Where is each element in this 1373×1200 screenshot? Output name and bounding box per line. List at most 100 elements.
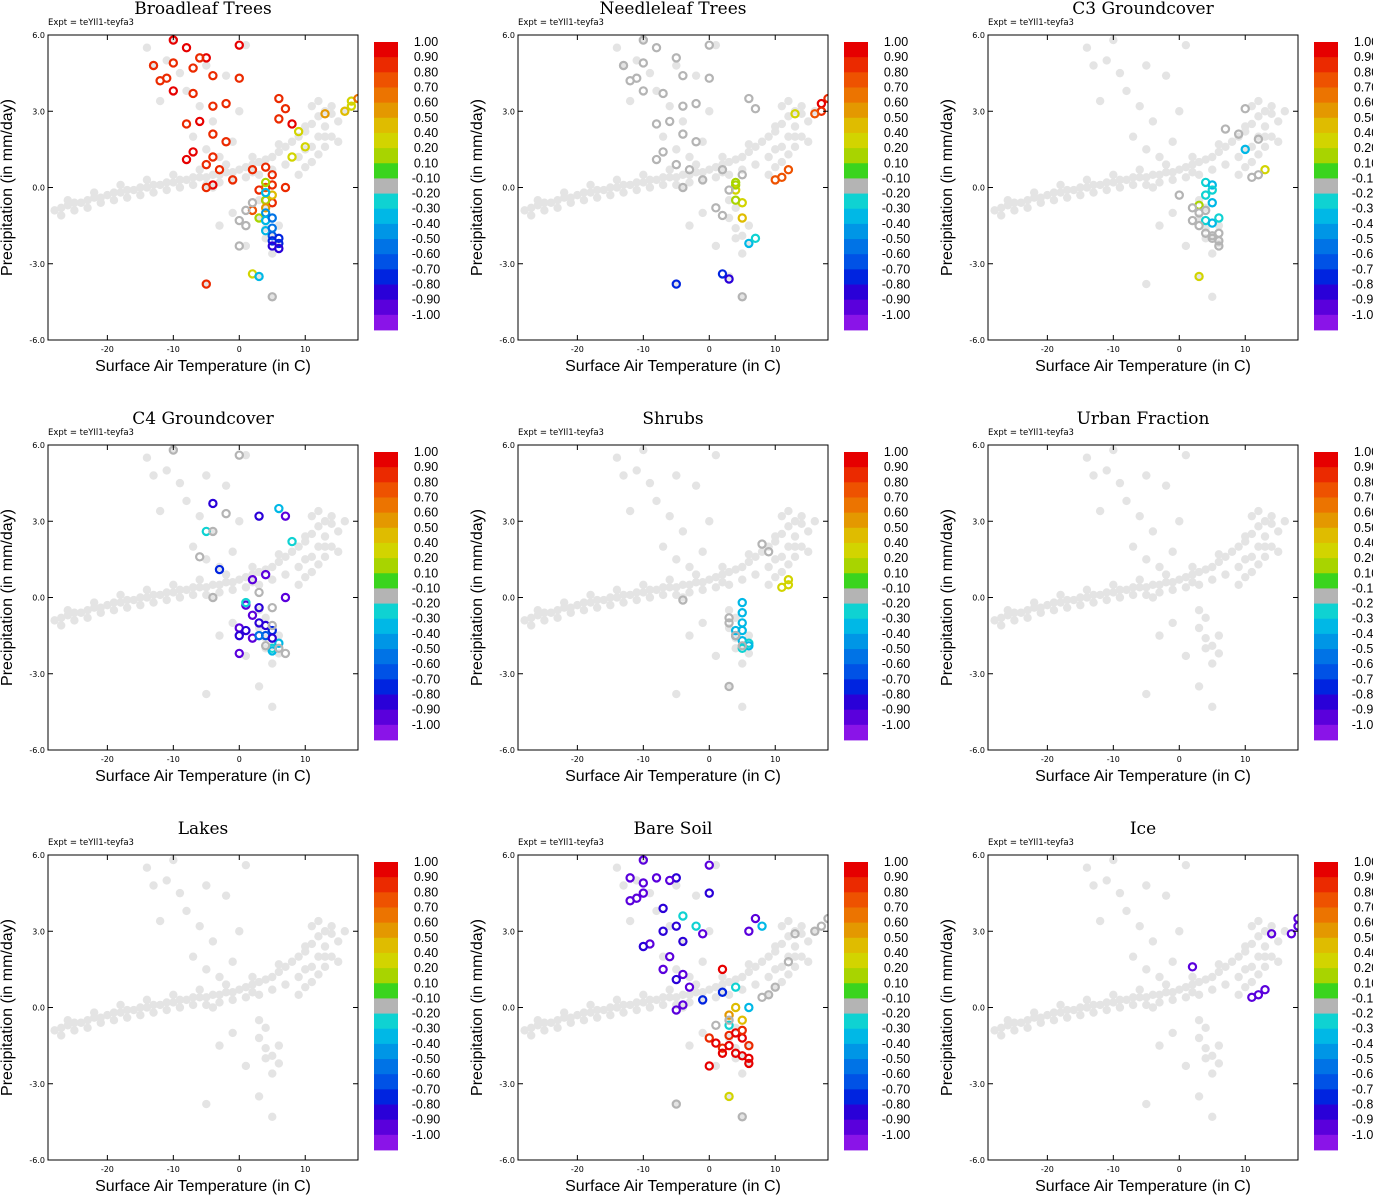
data-point — [678, 595, 688, 605]
colorbar-swatch — [1314, 87, 1338, 104]
colorbar-label: 0.60 — [414, 916, 438, 930]
background-point — [652, 585, 661, 595]
background-point — [1049, 1008, 1059, 1017]
background-point — [109, 196, 119, 205]
background-point — [215, 221, 224, 230]
x-tick-label: 10 — [1240, 345, 1250, 354]
background-point — [1194, 990, 1204, 999]
colorbar-label: -0.70 — [412, 1082, 441, 1096]
data-point — [260, 203, 271, 213]
background-point — [612, 175, 622, 185]
background-point — [1241, 122, 1250, 131]
data-point — [737, 1025, 747, 1036]
background-point — [1023, 606, 1032, 615]
data-point — [704, 888, 714, 898]
colorbar-swatch — [844, 193, 868, 210]
colorbar-label: -0.40 — [412, 1037, 441, 1051]
background-point — [612, 43, 622, 52]
y-tick-label: 0.0 — [32, 594, 45, 603]
background-point — [307, 157, 317, 167]
background-point — [320, 927, 330, 936]
background-point — [691, 71, 701, 80]
background-point — [320, 542, 330, 551]
colorbar-label: 0.40 — [1354, 126, 1373, 140]
x-tick-label: 10 — [300, 755, 310, 764]
data-point — [1200, 205, 1211, 216]
background-point — [1029, 1008, 1039, 1017]
background-point — [586, 1000, 595, 1010]
background-point — [1260, 952, 1270, 961]
colorbar-label: 0.10 — [1354, 976, 1373, 990]
background-point — [639, 178, 648, 187]
background-point — [142, 43, 152, 52]
data-point — [783, 957, 794, 967]
colorbar-label: -0.30 — [1352, 612, 1373, 626]
background-point — [724, 567, 734, 577]
background-point — [268, 659, 277, 668]
background-point — [592, 185, 602, 195]
background-point — [553, 613, 562, 623]
background-point — [1247, 157, 1257, 167]
y-tick-label: 0.0 — [32, 1004, 45, 1013]
background-point — [202, 583, 211, 592]
colorbar-swatch — [374, 1043, 398, 1060]
background-point — [1102, 595, 1111, 605]
colorbar-swatch — [1314, 497, 1338, 514]
background-point — [731, 565, 740, 574]
background-point — [96, 1018, 105, 1027]
background-point — [228, 137, 237, 146]
background-point — [718, 570, 727, 579]
colorbar-label: 1.00 — [884, 35, 908, 49]
background-point — [1208, 165, 1217, 174]
background-point — [1214, 631, 1224, 640]
background-point — [777, 157, 787, 167]
background-point — [632, 588, 641, 597]
experiment-label: Expt = teYIl1-teyfa3 — [988, 428, 1074, 438]
data-point — [267, 620, 277, 631]
background-point — [301, 122, 310, 131]
data-point — [1207, 180, 1217, 190]
background-point — [215, 972, 224, 982]
background-point — [122, 1013, 132, 1022]
background-point — [1102, 876, 1111, 885]
colorbar-label: -0.20 — [882, 1007, 911, 1021]
data-point — [737, 625, 747, 636]
background-point — [705, 985, 714, 994]
background-point — [685, 221, 694, 230]
y-tick-label: -3.0 — [29, 260, 45, 269]
data-point — [744, 926, 754, 936]
colorbar-label: 0.50 — [1354, 521, 1373, 535]
data-point — [208, 70, 218, 81]
colorbar-swatch — [844, 467, 868, 483]
background-point — [1076, 593, 1085, 602]
background-point — [1168, 585, 1177, 595]
background-point — [784, 150, 793, 159]
colorbar-label: -0.80 — [1352, 1098, 1373, 1112]
data-point — [1293, 913, 1298, 924]
background-point — [1082, 1003, 1092, 1012]
background-point — [658, 180, 668, 190]
background-point — [592, 1005, 602, 1015]
background-point — [705, 517, 714, 526]
colorbar-label: -0.80 — [1352, 688, 1373, 702]
colorbar-swatch — [1314, 299, 1338, 316]
background-point — [625, 96, 635, 106]
background-point — [1062, 603, 1072, 612]
background-point — [1115, 1003, 1125, 1012]
background-point — [731, 613, 740, 623]
data-point — [1247, 172, 1257, 183]
background-point — [1208, 659, 1217, 668]
background-point — [1188, 972, 1197, 982]
background-point — [268, 249, 277, 258]
data-point — [678, 911, 688, 921]
data-point — [638, 888, 649, 898]
data-point — [717, 210, 728, 221]
background-point — [586, 590, 595, 600]
background-point — [1069, 185, 1078, 195]
background-point — [235, 107, 244, 116]
background-point — [632, 178, 641, 187]
background-point — [149, 188, 158, 197]
data-point — [823, 913, 828, 924]
background-point — [1168, 578, 1177, 587]
colorbar-label: -0.20 — [1352, 597, 1373, 611]
